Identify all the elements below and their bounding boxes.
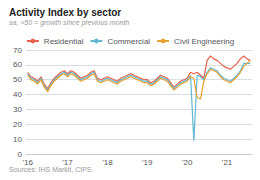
svg-text:50: 50 <box>13 75 22 84</box>
svg-text:Commercial: Commercial <box>107 37 150 46</box>
svg-text:'17: '17 <box>62 157 73 167</box>
svg-text:'21: '21 <box>222 158 233 167</box>
svg-text:Sources: IHS Markit, CIPS.: Sources: IHS Markit, CIPS. <box>9 166 93 173</box>
svg-text:Activity Index by sector: Activity Index by sector <box>9 7 121 18</box>
svg-text:40: 40 <box>13 90 22 99</box>
svg-text:70: 70 <box>13 46 22 55</box>
svg-text:sa, >50 = growth since previou: sa, >50 = growth since previous month <box>9 19 129 27</box>
svg-text:20: 20 <box>13 120 22 129</box>
svg-text:Civil Engineering: Civil Engineering <box>174 37 234 46</box>
svg-text:'19: '19 <box>142 158 153 167</box>
svg-text:10: 10 <box>13 135 22 144</box>
svg-text:Residential: Residential <box>44 37 84 46</box>
svg-text:'18: '18 <box>102 158 113 167</box>
svg-text:'20: '20 <box>182 158 193 167</box>
svg-text:'16: '16 <box>22 157 33 167</box>
svg-text:30: 30 <box>13 105 22 114</box>
svg-text:60: 60 <box>13 60 22 69</box>
svg-text:0: 0 <box>17 149 22 159</box>
